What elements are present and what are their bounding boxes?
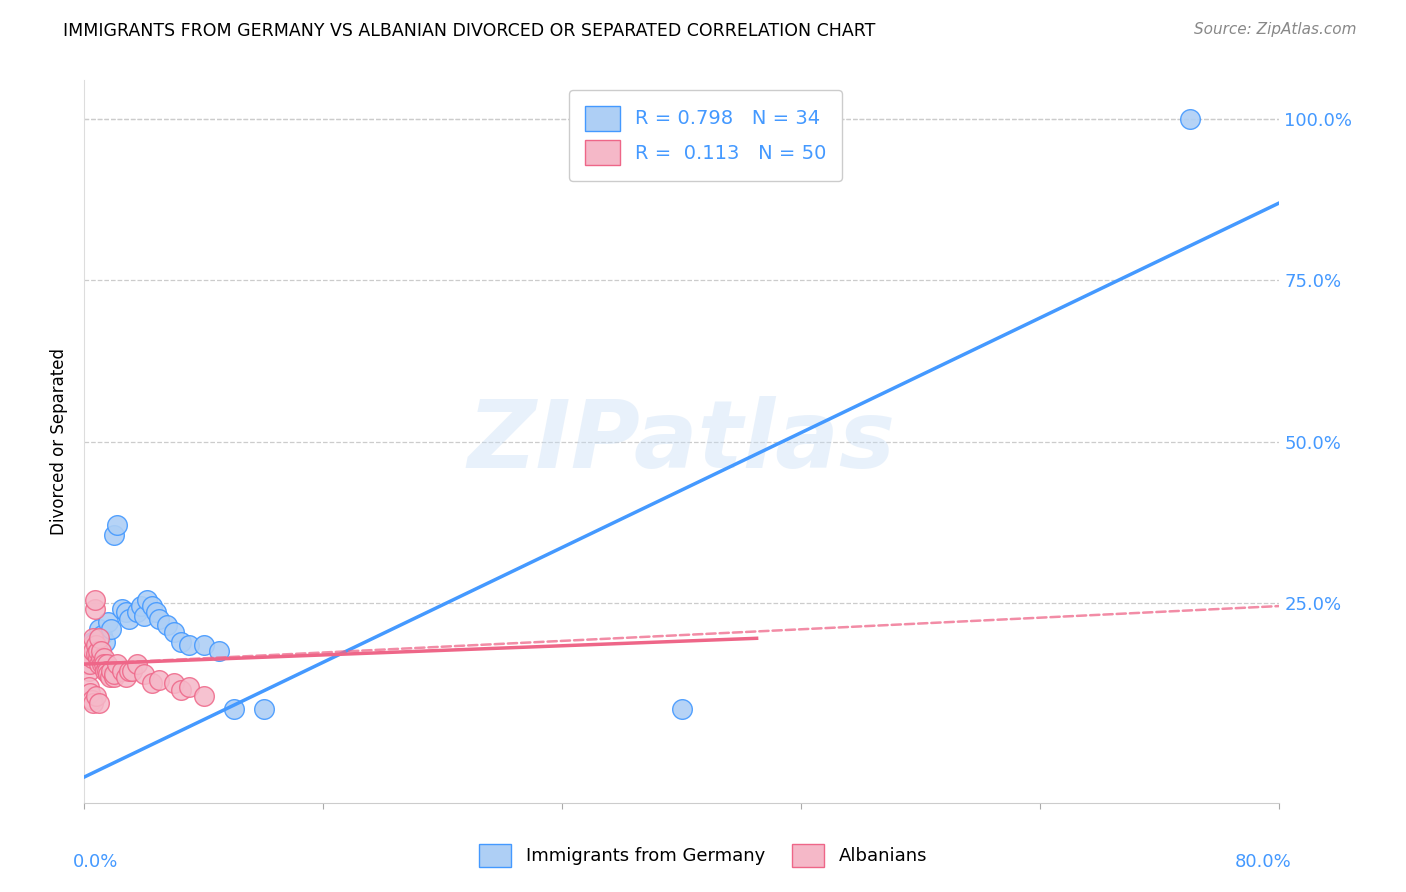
Point: [170, 634, 193, 648]
Point: [96, 664, 118, 678]
Text: Source: ZipAtlas.com: Source: ZipAtlas.com: [1194, 22, 1357, 37]
Point: [77, 680, 100, 694]
Point: [111, 602, 134, 616]
Point: [105, 518, 128, 533]
Point: [129, 599, 152, 613]
Point: [100, 622, 122, 636]
Legend: Immigrants from Germany, Albanians: Immigrants from Germany, Albanians: [471, 837, 935, 874]
Point: [83, 634, 105, 648]
Point: [671, 702, 693, 716]
Point: [1178, 112, 1201, 126]
Point: [94, 664, 117, 678]
Point: [170, 682, 193, 697]
Point: [79, 638, 101, 652]
Point: [76, 657, 98, 672]
Point: [89, 632, 111, 646]
Point: [163, 624, 186, 639]
Point: [80, 634, 103, 648]
Legend: R = 0.798   N = 34, R =  0.113   N = 50: R = 0.798 N = 34, R = 0.113 N = 50: [569, 90, 842, 181]
Point: [91, 657, 114, 672]
Point: [118, 664, 141, 678]
Point: [103, 670, 125, 684]
Point: [105, 657, 128, 672]
Point: [125, 606, 148, 620]
Point: [96, 657, 118, 672]
Point: [177, 638, 200, 652]
Point: [148, 673, 170, 688]
Point: [193, 690, 215, 704]
Point: [82, 644, 104, 658]
Point: [83, 592, 105, 607]
Point: [163, 676, 186, 690]
Point: [193, 638, 215, 652]
Point: [82, 640, 104, 655]
Point: [118, 612, 141, 626]
Point: [145, 606, 167, 620]
Point: [77, 664, 100, 678]
Point: [79, 640, 101, 655]
Point: [91, 628, 114, 642]
Point: [86, 638, 108, 652]
Point: [79, 686, 101, 700]
Point: [86, 638, 108, 652]
Point: [141, 676, 163, 690]
Point: [83, 602, 105, 616]
Point: [208, 644, 231, 658]
Point: [89, 622, 111, 636]
Point: [76, 644, 98, 658]
Point: [80, 692, 103, 706]
Text: 80.0%: 80.0%: [1234, 854, 1292, 871]
Point: [93, 657, 115, 672]
Point: [111, 664, 134, 678]
Point: [89, 696, 111, 710]
Point: [132, 666, 156, 681]
Text: ZIPatlas: ZIPatlas: [468, 395, 896, 488]
Point: [103, 666, 125, 681]
Point: [136, 592, 159, 607]
Point: [76, 650, 98, 665]
Point: [148, 612, 170, 626]
Point: [253, 702, 276, 716]
Y-axis label: Divorced or Separated: Divorced or Separated: [49, 348, 67, 535]
Point: [82, 696, 104, 710]
Point: [87, 644, 110, 658]
Point: [82, 632, 104, 646]
Point: [125, 657, 148, 672]
Point: [103, 528, 125, 542]
Point: [115, 670, 138, 684]
Point: [97, 666, 120, 681]
Point: [79, 657, 101, 672]
Point: [86, 690, 108, 704]
Point: [90, 650, 112, 665]
Point: [100, 664, 122, 678]
Point: [87, 650, 110, 665]
Point: [155, 618, 177, 632]
Point: [222, 702, 245, 716]
Text: IMMIGRANTS FROM GERMANY VS ALBANIAN DIVORCED OR SEPARATED CORRELATION CHART: IMMIGRANTS FROM GERMANY VS ALBANIAN DIVO…: [63, 22, 876, 40]
Point: [141, 599, 163, 613]
Point: [90, 644, 112, 658]
Point: [177, 680, 200, 694]
Point: [80, 638, 103, 652]
Point: [115, 606, 138, 620]
Point: [93, 650, 115, 665]
Point: [77, 644, 100, 658]
Point: [132, 608, 156, 623]
Point: [86, 648, 108, 662]
Text: 0.0%: 0.0%: [73, 854, 118, 871]
Point: [77, 640, 100, 655]
Point: [97, 615, 120, 630]
Point: [98, 670, 121, 684]
Point: [121, 664, 143, 678]
Point: [80, 650, 103, 665]
Point: [89, 657, 111, 672]
Point: [94, 634, 117, 648]
